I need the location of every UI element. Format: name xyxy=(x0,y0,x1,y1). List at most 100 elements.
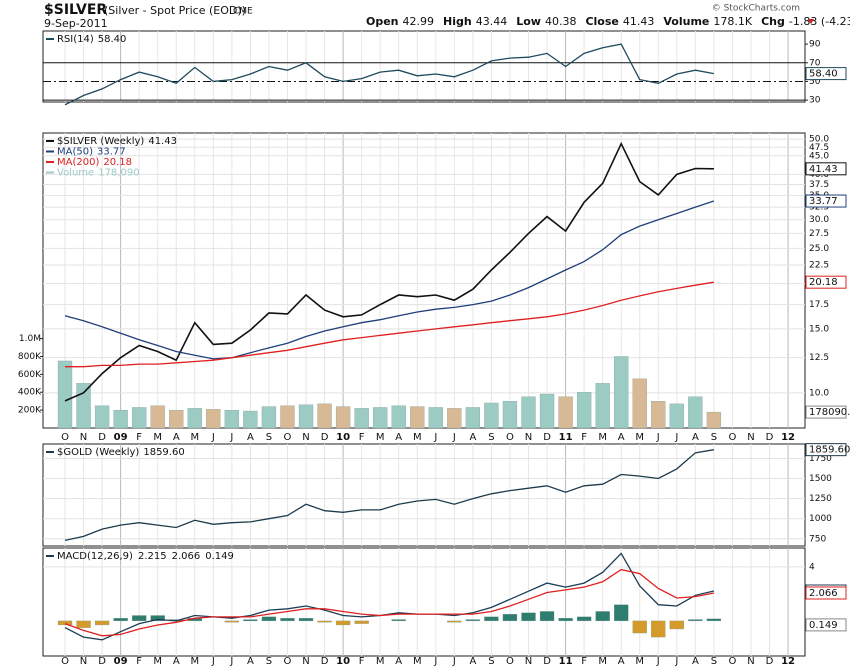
y-tick-label: 750 xyxy=(809,534,826,544)
legend-entry: $SILVER (Weekly) 41.43 xyxy=(57,136,177,147)
y-tick-label: 12.5 xyxy=(809,353,829,363)
bar xyxy=(502,401,518,429)
bar xyxy=(298,618,314,622)
legend-entry: $GOLD (Weekly) 1859.60 xyxy=(57,447,185,458)
x-tick-label: J xyxy=(656,432,660,443)
x-tick-label: M xyxy=(376,432,385,443)
series-line xyxy=(64,568,715,637)
bar xyxy=(113,618,128,622)
x-tick-label: O xyxy=(61,656,69,667)
bar xyxy=(539,611,555,622)
y-tick-label: 47.5 xyxy=(809,143,829,153)
bar xyxy=(669,620,684,630)
bar xyxy=(391,405,406,429)
x-tick-label: F xyxy=(581,656,587,667)
bar xyxy=(484,402,499,429)
x-tick-label: J xyxy=(674,656,678,667)
bar xyxy=(113,409,128,429)
bar xyxy=(280,618,295,622)
x-tick-label: F xyxy=(136,656,142,667)
x-tick-label: O xyxy=(506,656,514,667)
x-tick-label: A xyxy=(692,432,699,443)
legend-value: 1859.60 xyxy=(143,447,184,458)
x-tick-label: S xyxy=(711,656,717,667)
legend-name: RSI(14) xyxy=(57,34,94,45)
x-tick-label: F xyxy=(359,432,365,443)
y2-tick-label: 800K xyxy=(18,352,42,362)
x-tick-label: N xyxy=(80,656,87,667)
value-tag-label: 41.43 xyxy=(809,164,838,175)
legend-name: $SILVER (Weekly) xyxy=(57,136,144,147)
legend-value: 178,090 xyxy=(98,168,139,179)
x-tick-label: J xyxy=(229,432,233,443)
value-tag-label: 0.149 xyxy=(809,620,838,631)
y-tick-label: 70 xyxy=(809,58,821,68)
x-tick-label: M xyxy=(635,432,644,443)
x-tick-label: 09 xyxy=(114,432,128,443)
x-tick-label: M xyxy=(190,432,199,443)
bar xyxy=(132,615,147,622)
x-tick-label: F xyxy=(359,656,365,667)
bar xyxy=(187,408,202,429)
y2-tick-label: 400K xyxy=(18,388,42,398)
x-tick-label: J xyxy=(452,656,456,667)
x-tick-label: O xyxy=(729,432,737,443)
x-tick-label: O xyxy=(284,432,292,443)
bar xyxy=(224,620,240,623)
y-tick-label: 30 xyxy=(809,96,821,106)
quote-value: -1.83 (-4.23%) xyxy=(789,15,850,28)
x-tick-label: 10 xyxy=(336,432,350,443)
quote-value: 41.43 xyxy=(623,15,655,28)
value-tag xyxy=(805,405,847,419)
bar xyxy=(595,611,610,622)
bar xyxy=(94,620,110,626)
value-tag-label: 2.066 xyxy=(809,588,838,599)
y-tick-label: 15.0 xyxy=(809,324,829,334)
quote-label: Close xyxy=(585,15,618,28)
value-tag xyxy=(805,443,847,457)
x-tick-label: 10 xyxy=(336,656,350,667)
x-tick-label: F xyxy=(136,432,142,443)
x-tick-label: J xyxy=(211,432,215,443)
legend-value: 2.215 xyxy=(138,551,167,562)
x-tick-label: S xyxy=(266,656,272,667)
series-line xyxy=(64,43,715,106)
bar xyxy=(94,405,110,429)
value-tag xyxy=(805,162,847,176)
bar xyxy=(261,406,277,429)
x-tick-label: N xyxy=(80,432,87,443)
legend-value: 33.77 xyxy=(97,147,126,158)
bar xyxy=(317,403,332,429)
bar xyxy=(243,410,258,429)
x-tick-label: N xyxy=(302,432,309,443)
bar xyxy=(706,618,722,622)
y-tick-label: 17.5 xyxy=(809,300,829,310)
bar xyxy=(706,411,722,429)
x-tick-label: D xyxy=(321,656,329,667)
bar xyxy=(57,620,73,626)
y-tick-label: 27.5 xyxy=(809,229,829,239)
x-tick-label: 12 xyxy=(781,656,795,667)
x-tick-label: N xyxy=(747,432,754,443)
x-tick-label: M xyxy=(153,432,162,443)
x-tick-label: M xyxy=(635,656,644,667)
x-tick-label: A xyxy=(469,656,476,667)
x-tick-label: M xyxy=(413,432,422,443)
x-tick-label: J xyxy=(211,656,215,667)
bar xyxy=(335,620,351,626)
x-tick-label: 11 xyxy=(559,432,573,443)
legend-name: $GOLD (Weekly) xyxy=(57,447,139,458)
bar xyxy=(651,401,666,429)
panel xyxy=(42,30,806,103)
x-tick-label: M xyxy=(598,656,607,667)
bar xyxy=(317,620,332,623)
bar xyxy=(298,404,314,429)
legend-name: Volume xyxy=(57,168,94,179)
bar xyxy=(595,383,610,429)
quote-label: High xyxy=(443,15,472,28)
x-tick-label: D xyxy=(766,432,774,443)
x-tick-label: S xyxy=(488,656,494,667)
legend-name: MACD(12,26,9) xyxy=(57,551,133,562)
x-tick-label: M xyxy=(413,656,422,667)
x-tick-label: D xyxy=(543,432,551,443)
